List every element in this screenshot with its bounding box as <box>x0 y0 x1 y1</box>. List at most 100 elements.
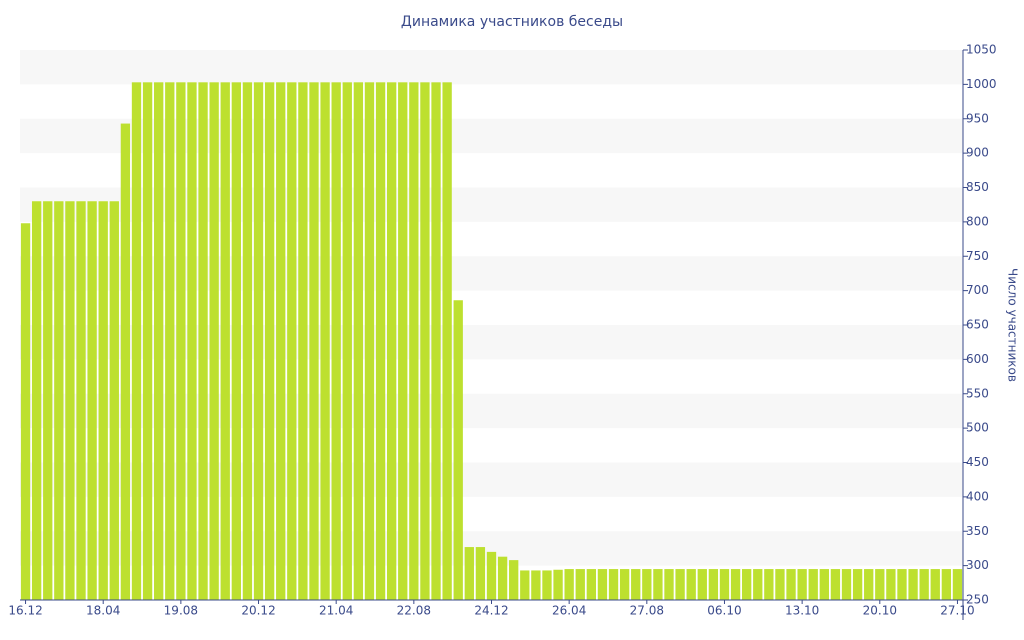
bar <box>98 201 108 600</box>
bar <box>220 82 230 600</box>
x-tick-label: 20.12 <box>241 604 275 618</box>
y-tick-label: 950 <box>966 111 989 125</box>
bar <box>808 569 818 600</box>
bar <box>509 560 519 600</box>
x-tick-label: 27.10 <box>940 604 974 618</box>
bar <box>398 82 408 600</box>
bar <box>653 569 663 600</box>
y-tick-label: 400 <box>966 489 989 503</box>
bar <box>298 82 308 600</box>
bar <box>342 82 352 600</box>
bar <box>353 82 364 600</box>
y-tick-label: 300 <box>966 558 989 572</box>
bar <box>841 569 852 600</box>
bar <box>54 201 64 600</box>
bar <box>309 82 319 600</box>
bar <box>131 82 142 600</box>
x-tick-label: 21.04 <box>319 604 353 618</box>
bar <box>941 569 952 600</box>
bar <box>331 82 341 600</box>
bar <box>819 569 829 600</box>
y-tick-label: 1000 <box>966 77 997 91</box>
bar <box>386 82 397 600</box>
bar <box>287 82 297 600</box>
bar <box>952 569 963 600</box>
bar <box>908 569 918 600</box>
bar <box>742 569 752 600</box>
bar <box>520 570 530 600</box>
bar <box>608 569 619 600</box>
y-tick-label: 900 <box>966 146 989 160</box>
x-tick-label: 06.10 <box>707 604 741 618</box>
bar <box>930 569 940 600</box>
bar <box>364 82 375 600</box>
bar <box>730 569 741 600</box>
bar <box>830 569 841 600</box>
bar <box>31 201 42 600</box>
bar <box>897 569 907 600</box>
bar <box>276 82 286 600</box>
bar <box>420 82 430 600</box>
bar <box>76 201 86 600</box>
x-tick-label: 27.08 <box>630 604 664 618</box>
bar <box>642 569 652 600</box>
bar <box>187 82 197 600</box>
bar <box>154 82 164 600</box>
bar <box>675 569 685 600</box>
bar <box>697 569 707 600</box>
bar <box>597 569 608 600</box>
bar <box>442 82 452 600</box>
bar <box>875 569 885 600</box>
bar <box>253 82 264 600</box>
bar <box>764 569 774 600</box>
bar <box>120 123 131 600</box>
bar <box>198 82 208 600</box>
y-tick-label: 500 <box>966 421 989 435</box>
x-tick-label: 13.10 <box>785 604 819 618</box>
bar <box>553 569 563 600</box>
x-tick-label: 22.08 <box>397 604 431 618</box>
bar <box>464 547 474 600</box>
bar <box>475 547 486 600</box>
x-tick-label: 18.04 <box>86 604 120 618</box>
bar <box>176 82 186 600</box>
y-tick-label: 800 <box>966 214 989 228</box>
grid-band <box>20 50 963 85</box>
bar <box>919 569 929 600</box>
bar <box>320 82 330 600</box>
bar <box>886 569 896 600</box>
y-tick-label: 750 <box>966 249 989 263</box>
x-tick-label: 26.04 <box>552 604 586 618</box>
bar <box>664 569 674 600</box>
bar <box>486 551 497 600</box>
bar <box>20 223 31 600</box>
bar <box>786 569 796 600</box>
bar <box>43 201 53 600</box>
bar <box>775 569 785 600</box>
bar <box>409 82 419 600</box>
y-tick-label: 250 <box>966 593 989 607</box>
bar <box>564 569 574 600</box>
y-tick-label: 850 <box>966 180 989 194</box>
bar <box>719 569 730 600</box>
bar <box>619 569 630 600</box>
x-tick-label: 19.08 <box>164 604 198 618</box>
y-tick-label: 1050 <box>966 43 997 57</box>
bar <box>142 82 153 600</box>
bar <box>87 201 97 600</box>
y-tick-label: 350 <box>966 524 989 538</box>
bar <box>165 82 175 600</box>
bar <box>864 569 874 600</box>
bar <box>753 569 763 600</box>
x-tick-label: 24.12 <box>474 604 508 618</box>
bar <box>686 569 696 600</box>
bar <box>431 82 441 600</box>
bar <box>708 569 719 600</box>
y-tick-label: 600 <box>966 352 989 366</box>
bar <box>575 569 585 600</box>
bar <box>209 82 219 600</box>
y-tick-label: 550 <box>966 386 989 400</box>
y-tick-label: 700 <box>966 283 989 297</box>
y-tick-label: 450 <box>966 455 989 469</box>
